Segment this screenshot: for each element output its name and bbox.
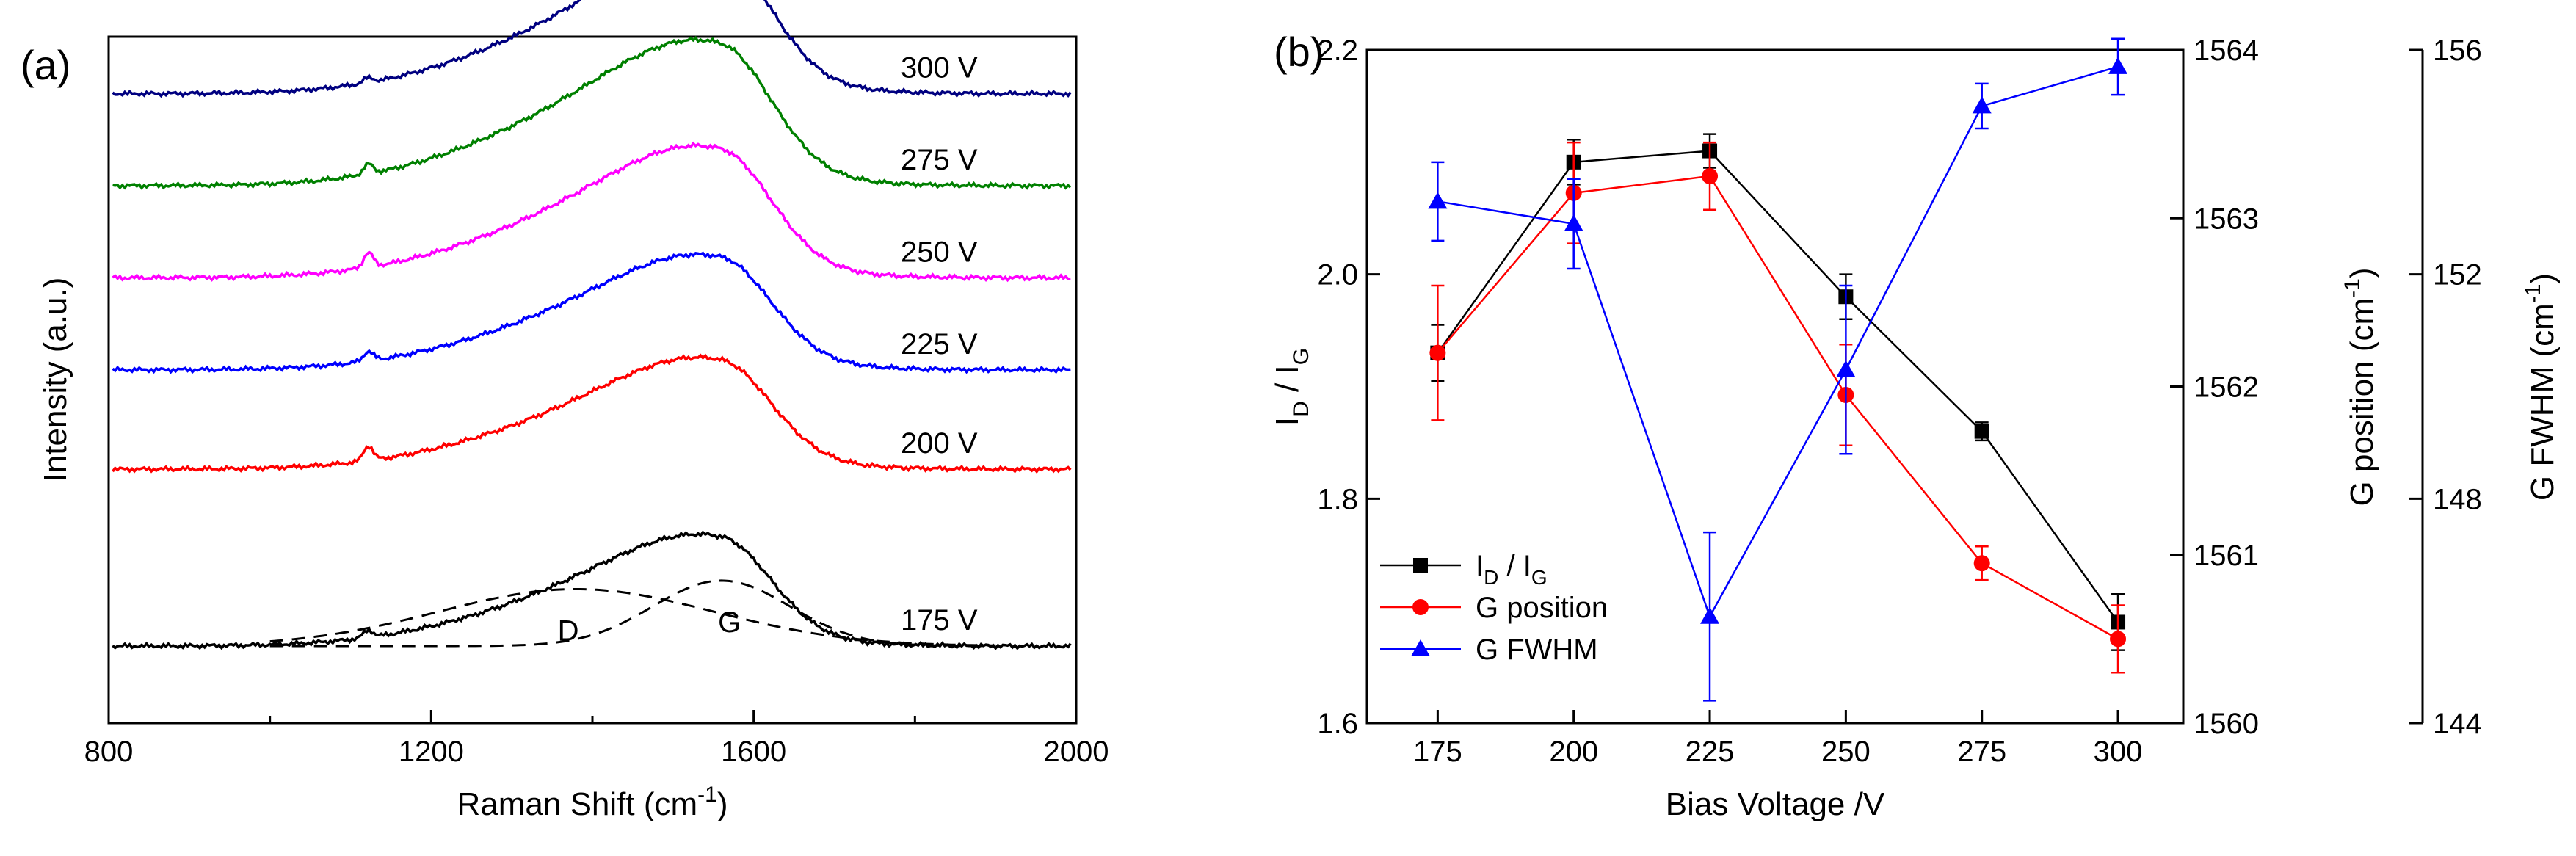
panel-a-x-ticks: 800 1200 1600 2000 <box>84 710 1109 768</box>
spectrum-label-250-v: 250 V <box>901 236 978 268</box>
spectrum-line-200-v <box>112 353 1072 474</box>
legend-marker-1 <box>1412 599 1429 615</box>
b-right2-tick-label-2: 152 <box>2433 259 2482 291</box>
b-x-tick-label-3: 250 <box>1821 736 1871 768</box>
b-x-tick-label-1: 200 <box>1549 736 1598 768</box>
b-left-tick-label-3: 2.2 <box>1317 35 1358 67</box>
panel-b-y-ticks: 1.6 1.8 2.0 2.2 1560 1561 1562 1563 1564 144 148 15… <box>1317 35 2481 740</box>
panel-b-label: (b) <box>1274 29 1324 75</box>
data-point <box>1972 96 1992 114</box>
series-line <box>1437 150 2119 623</box>
b-right1-tick-label-1: 1561 <box>2194 540 2259 572</box>
b-right2-tick-label-3: 156 <box>2433 35 2482 67</box>
spectrum-label-300-v: 300 V <box>901 52 978 84</box>
legend-label-2: G FWHM <box>1476 634 1598 666</box>
spectrum-line-250-v <box>112 141 1071 283</box>
panel-b-bias-voltage-plot: (b) 175 200 225 250 275 300 1.61.82.02.215601… <box>1269 29 2561 822</box>
b-left-tick-label-1: 1.8 <box>1317 483 1358 515</box>
spectrum-line-225-v <box>112 251 1071 374</box>
b-right1-tick-label-4: 1564 <box>2194 35 2259 67</box>
b-right2-tick-label-0: 144 <box>2433 708 2482 740</box>
b-right2-tick-label-1: 148 <box>2433 483 2482 515</box>
panel-a-x-axis-label: Raman Shift (cm-1) <box>457 783 728 822</box>
data-point <box>1429 344 1446 361</box>
b-right1-tick-label-0: 1560 <box>2194 708 2259 740</box>
spectrum-line-175-v <box>112 530 1072 650</box>
panel-a-spectra <box>112 0 1072 650</box>
spectrum-label-200-v: 200 V <box>901 427 978 460</box>
legend-label-0: ID / IG <box>1476 550 1548 589</box>
b-x-tick-label-4: 275 <box>1957 736 2006 768</box>
data-point <box>1700 606 1720 624</box>
panel-a-label: (a) <box>21 42 70 88</box>
data-point <box>1564 214 1583 231</box>
legend-marker-0 <box>1413 558 1428 573</box>
b-right1-tick-label-2: 1562 <box>2194 371 2259 404</box>
data-point <box>1973 555 1990 572</box>
spectrum-label-225-v: 225 V <box>901 328 978 360</box>
data-point <box>1702 167 1719 184</box>
panel-b-series <box>1428 37 2128 702</box>
a-x-tick-label-3: 2000 <box>1044 736 1109 768</box>
b-right1-tick-label-3: 1563 <box>2194 203 2259 235</box>
b-left-tick-label-0: 1.6 <box>1317 708 1358 740</box>
a-x-tick-label-0: 800 <box>84 736 134 768</box>
data-point <box>1428 192 1448 209</box>
panel-b-g-fwhm-axis-label: G FWHM (cm-1) <box>2521 273 2561 501</box>
spectrum-label-175-v: 175 V <box>901 604 978 636</box>
spectrum-line-300-v <box>112 0 1072 98</box>
data-point <box>1974 424 1989 439</box>
b-x-tick-label-5: 300 <box>2094 736 2143 768</box>
series-line <box>1437 65 2119 619</box>
data-point <box>1836 360 1856 377</box>
fit-curve-g <box>269 579 996 648</box>
panel-b-g-position-axis-label: G position (cm-1) <box>2340 268 2380 507</box>
data-point <box>2110 631 2127 648</box>
legend-label-1: G position <box>1476 592 1608 624</box>
legend-marker-2 <box>1411 639 1430 656</box>
panel-b-left-axis-label: ID / IG <box>1269 348 1313 426</box>
panel-b-legend: ID / IGG position G FWHM <box>1380 550 1608 666</box>
b-x-tick-label-2: 225 <box>1686 736 1735 768</box>
panel-a-y-axis-label: Intensity (a.u.) <box>37 278 73 482</box>
a-x-tick-label-2: 1600 <box>721 736 786 768</box>
series-g-fwhm <box>1428 37 2128 702</box>
panel-a-spectrum-labels: 175 V 200 V 225 V 250 V 275 V 300 V <box>901 52 978 636</box>
a-x-tick-label-1: 1200 <box>399 736 464 768</box>
panel-b-x-axis-label: Bias Voltage /V <box>1666 786 1885 822</box>
spectrum-line-275-v <box>112 35 1072 190</box>
b-x-tick-label-0: 175 <box>1413 736 1462 768</box>
panel-b-x-ticks: 175 200 225 250 275 300 <box>1413 710 2142 768</box>
data-point <box>2108 57 2128 74</box>
fit-label-g: G <box>718 606 741 639</box>
spectrum-label-275-v: 275 V <box>901 144 978 176</box>
fit-curve-d <box>269 588 996 647</box>
b-left-tick-label-2: 2.0 <box>1317 259 1358 291</box>
